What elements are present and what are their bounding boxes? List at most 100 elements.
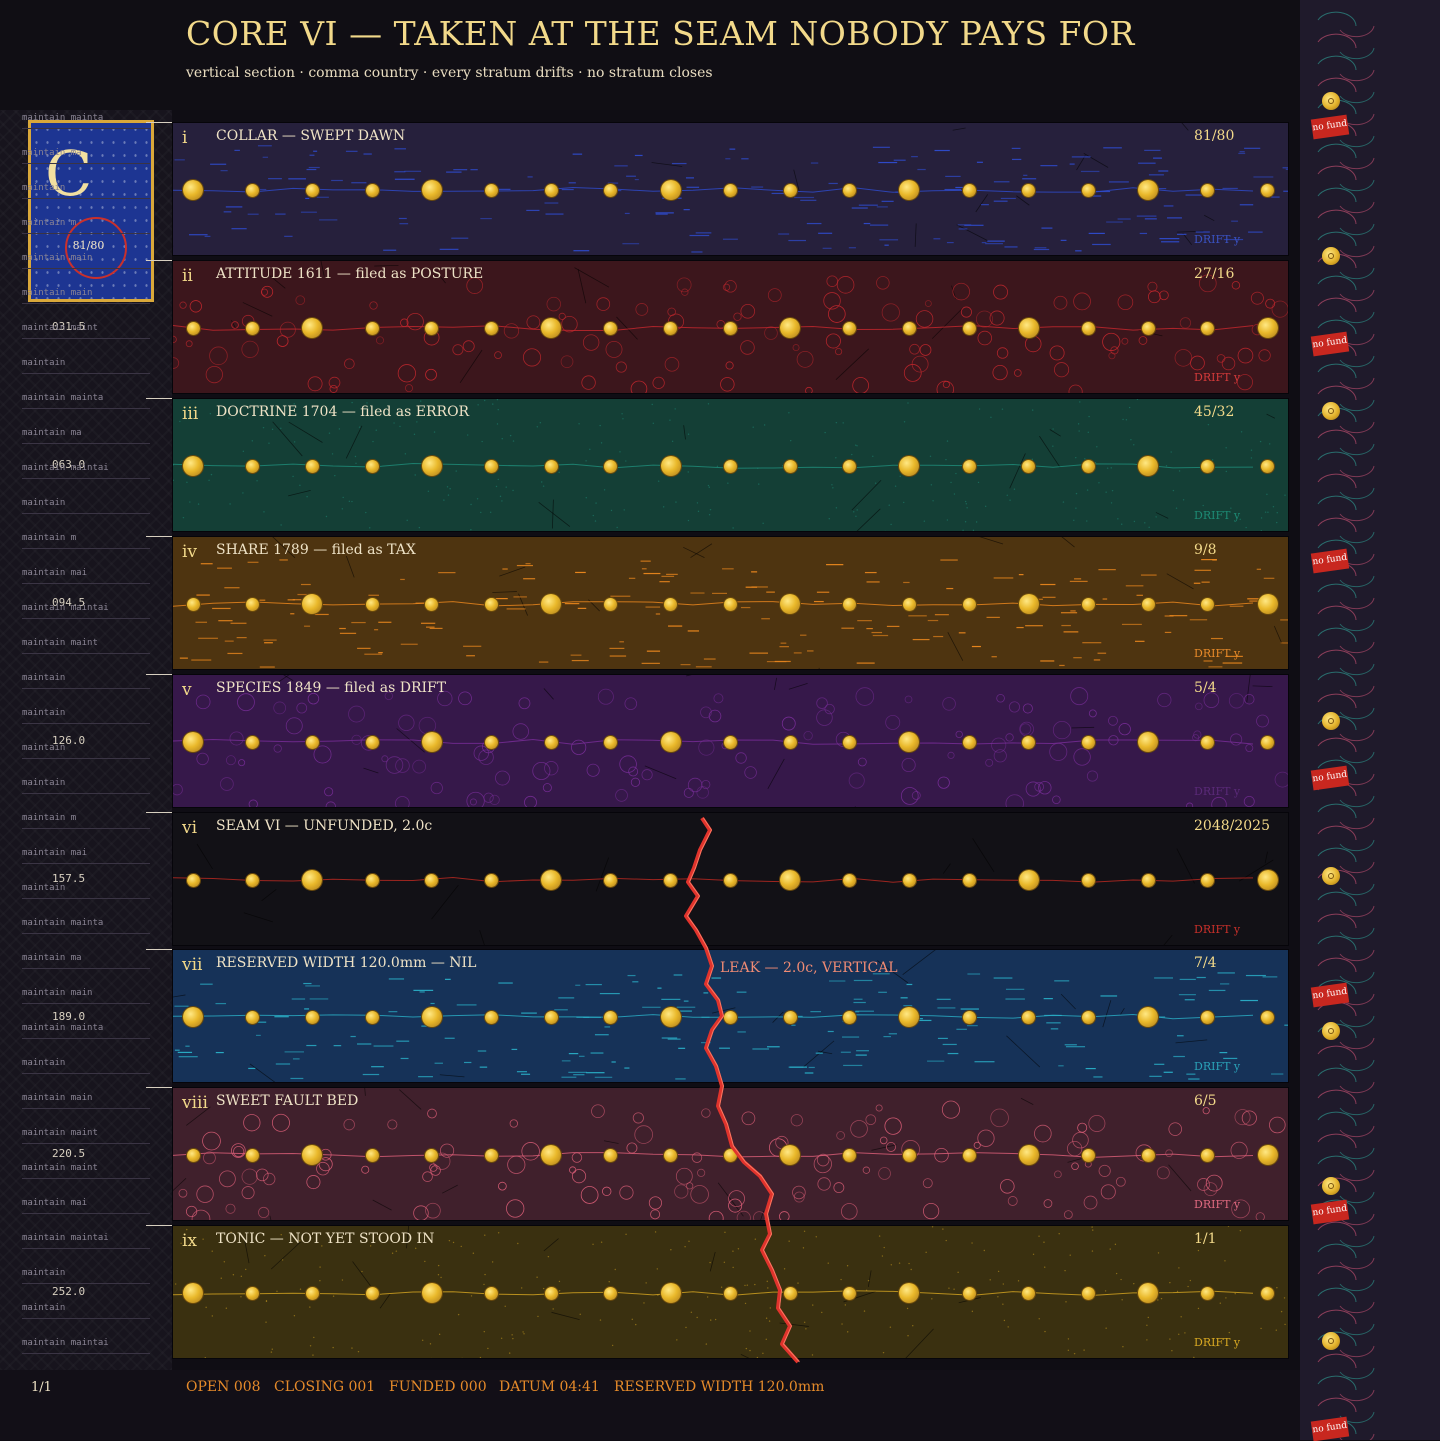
stratum-node [545, 1287, 558, 1300]
stratum-node [604, 1011, 617, 1024]
depth-tick [146, 949, 172, 950]
stratum-node [1201, 598, 1214, 611]
stratum-node [246, 322, 259, 335]
stratum-node [306, 1011, 319, 1024]
stratum-label: RESERVED WIDTH 120.0mm — NIL [216, 955, 476, 971]
stratum-node [366, 736, 379, 749]
stratum-node [1142, 1149, 1155, 1162]
stratum-node [724, 1287, 737, 1300]
stratum-node [422, 180, 442, 200]
coin-hole [1328, 98, 1334, 104]
ledger-rule [22, 583, 150, 584]
stratum-node [1142, 874, 1155, 887]
stratum-node [1082, 1011, 1095, 1024]
ledger-rule [22, 373, 150, 374]
stratum-numeral: iii [182, 404, 198, 424]
depth-tick [146, 260, 172, 261]
stratum-drift: DRIFT y [1194, 233, 1240, 246]
coin-icon [1322, 1022, 1340, 1040]
page-subtitle: vertical section · comma country · every… [186, 65, 713, 81]
stratum-node [604, 322, 617, 335]
stratum-node [661, 1283, 681, 1303]
stratum-node [724, 874, 737, 887]
ledger-entry: maintain mai [22, 1198, 87, 1208]
ledger-rule [22, 933, 150, 934]
ledger-entry: maintain ma [22, 953, 82, 963]
stratum-drift: DRIFT y [1194, 923, 1240, 936]
stratum-node [1261, 184, 1274, 197]
stratum-node [187, 598, 200, 611]
stratum-node [183, 180, 203, 200]
stratum-node [425, 1149, 438, 1162]
stratum-drift: DRIFT y [1194, 647, 1240, 660]
stratum-node [604, 460, 617, 473]
stratum-node [963, 1011, 976, 1024]
stratum-numeral: viii [182, 1093, 208, 1113]
ledger-entry: maintain maint [22, 323, 98, 333]
coin-icon [1322, 402, 1340, 420]
ledger-entry: maintain [22, 1058, 65, 1068]
page-title: CORE VI — TAKEN AT THE SEAM NOBODY PAYS … [186, 14, 1135, 53]
stratum-ratio: 81/80 [1194, 128, 1234, 144]
stratum-node [1082, 1287, 1095, 1300]
ledger-entry: maintain m [22, 218, 76, 228]
stratum-node [903, 322, 916, 335]
stratum-node [306, 1287, 319, 1300]
ledger-rule [22, 1213, 150, 1214]
coin-hole [1328, 1183, 1334, 1189]
stratum-node [306, 736, 319, 749]
stratum-node [1261, 1287, 1274, 1300]
stratum-node [724, 1011, 737, 1024]
stratum-node [246, 1011, 259, 1024]
ledger-entry: maintain [22, 1268, 65, 1278]
ledger-entry: maintain [22, 358, 65, 368]
stratum-node [485, 736, 498, 749]
stratum-drift: DRIFT y [1194, 1198, 1240, 1211]
stratum-node [1258, 318, 1278, 338]
stratum-node [1258, 870, 1278, 890]
stratum-ratio: 6/5 [1194, 1093, 1217, 1109]
stratum-node [485, 598, 498, 611]
stratum-node [843, 1287, 856, 1300]
stratum-node [246, 184, 259, 197]
stratum-node [780, 594, 800, 614]
stratum-node [366, 322, 379, 335]
stratum-node [545, 736, 558, 749]
stratum-numeral: vi [182, 818, 197, 838]
stratum-node [963, 736, 976, 749]
stratum-node [485, 322, 498, 335]
depth-tick [146, 1087, 172, 1088]
stratum-node [187, 1149, 200, 1162]
margin-arcs [1300, 0, 1440, 1440]
stratum-label: COLLAR — SWEPT DAWN [216, 128, 405, 144]
ledger-rule [22, 338, 150, 339]
coin-hole [1328, 408, 1334, 414]
stratum-node [1201, 184, 1214, 197]
stratum-ratio: 7/4 [1194, 955, 1217, 971]
stratum-node [425, 598, 438, 611]
stratum-node [604, 1287, 617, 1300]
no-fund-label: no fund [1311, 553, 1348, 568]
stratum-drift: DRIFT y [1194, 1060, 1240, 1073]
stratum-node [780, 1145, 800, 1165]
stratum-node [661, 1007, 681, 1027]
depth-tick [146, 398, 172, 399]
stratum-node [366, 1149, 379, 1162]
stratum-node [1019, 594, 1039, 614]
ledger-entry: maintain maint [22, 638, 98, 648]
stratum-node [661, 456, 681, 476]
stratum-node [1022, 736, 1035, 749]
stratum-numeral: ii [182, 266, 193, 286]
stratum-node [963, 460, 976, 473]
stratum-node [1201, 322, 1214, 335]
ledger-rule [22, 1073, 150, 1074]
